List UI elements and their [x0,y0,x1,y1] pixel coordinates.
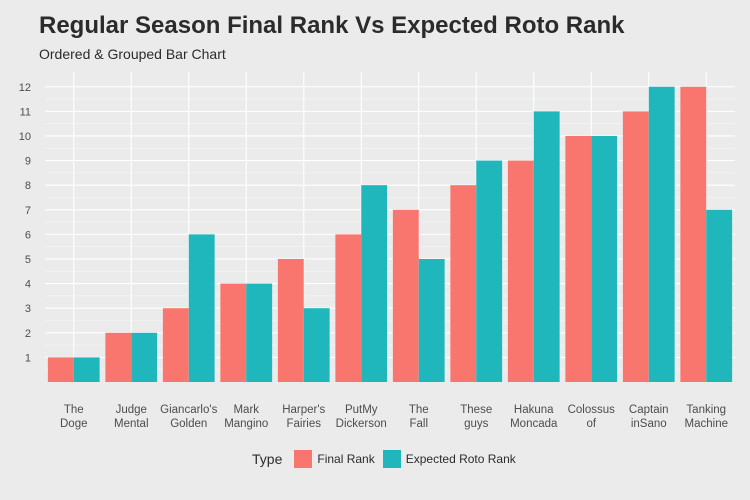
legend-swatch-expected-roto-rank [382,450,401,468]
legend-swatch-final-rank [294,450,313,468]
bar-final-rank [162,308,189,382]
bar-final-rank [565,135,592,382]
y-tick-label: 8 [25,180,31,192]
x-tick-label: Colossus of [568,404,616,430]
bar-expected-roto-rank [418,258,445,382]
x-tick-label: The Fall [409,404,429,430]
legend-item-final-rank: Final Rank [294,450,375,468]
x-tick-label: Captain inSano [629,404,669,430]
bar-final-rank [105,332,132,382]
y-tick-label: 3 [25,303,31,315]
x-tick-label: Harper's Fairies [282,404,325,430]
x-tick-label: Tanking Machine [685,404,728,430]
bar-final-rank [47,357,74,382]
y-tick-label: 2 [25,328,31,340]
bar-expected-roto-rank [188,234,215,382]
bar-final-rank [335,234,362,382]
bar-expected-roto-rank [131,332,158,382]
legend-label-final-rank: Final Rank [317,452,375,466]
bar-expected-roto-rank [73,357,100,382]
bar-expected-roto-rank [591,135,618,382]
y-tick-label: 7 [25,205,31,217]
bar-expected-roto-rank [533,111,560,382]
bar-final-rank [680,86,707,382]
bar-final-rank [450,185,477,382]
x-tick-label: These guys [460,404,492,430]
x-tick-label: Hakuna Moncada [510,404,558,430]
x-tick-label: PutMy Dickerson [336,404,387,430]
x-tick-label: The Doge [60,404,88,430]
bar-expected-roto-rank [361,185,388,382]
chart-subtitle: Ordered & Grouped Bar Chart [39,46,226,62]
bar-final-rank [220,283,247,382]
legend-item-expected-roto-rank: Expected Roto Rank [382,450,516,468]
bar-final-rank [507,160,534,382]
y-tick-label: 1 [25,352,31,364]
bar-expected-roto-rank [246,283,273,382]
y-tick-label: 11 [20,106,31,118]
y-tick-label: 9 [25,156,31,168]
bar-final-rank [622,111,649,382]
x-tick-label: Judge Mental [114,404,149,430]
bar-expected-roto-rank [648,86,675,382]
bar-expected-roto-rank [706,209,733,382]
chart-title: Regular Season Final Rank Vs Expected Ro… [39,12,625,39]
y-tick-label: 5 [25,254,31,266]
y-tick-label: 10 [19,131,31,143]
bar-final-rank [277,258,304,382]
x-tick-label: Mark Mangino [224,404,268,430]
bar-expected-roto-rank [303,308,330,382]
x-tick-label: Giancarlo's Golden [160,404,217,430]
y-tick-label: 6 [25,229,31,241]
legend-label-expected-roto-rank: Expected Roto Rank [405,452,516,466]
y-tick-label: 12 [19,82,31,94]
y-tick-label: 4 [25,279,31,291]
bar-expected-roto-rank [476,160,503,382]
legend: Type Final Rank Expected Roto Rank [252,450,518,468]
legend-title: Type [252,451,283,467]
bar-final-rank [392,209,419,382]
